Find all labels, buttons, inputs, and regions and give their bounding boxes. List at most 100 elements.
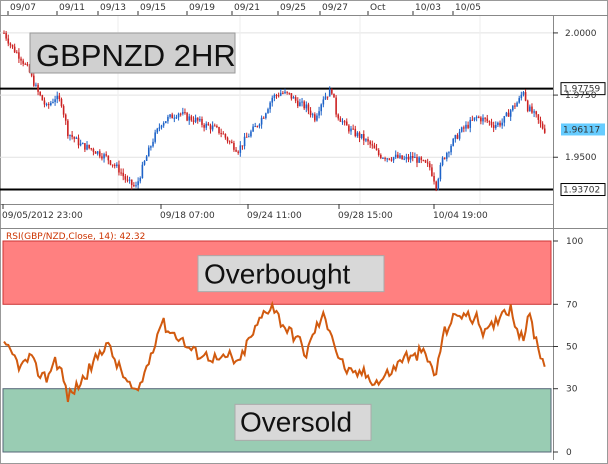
candle-body [3,32,5,34]
rsi-tick-label: 70 [566,300,578,310]
rsi-tick-label: 0 [566,448,572,458]
candle-body [522,92,525,95]
top-date-label: 09/21 [234,3,260,13]
candle-body [20,58,22,61]
candle-body [303,101,305,109]
price-tick-label: 1.9750 [565,91,597,101]
candle-body [507,112,510,117]
candle-body [277,95,280,97]
candle-body [301,101,303,103]
candle-body [311,114,314,116]
candle-body [184,112,186,114]
candle-body [43,100,46,105]
candle-body [537,114,540,120]
candle-body [456,135,459,139]
candle-body [250,131,252,137]
candle-body [490,121,493,126]
candle-body [433,176,435,182]
candle-body [18,52,20,59]
candle-body [81,143,84,145]
rsi-tick-label: 30 [566,385,578,395]
candle-body [309,110,312,115]
candle-body [418,157,420,163]
top-date-strip [1,1,607,15]
candle-body [452,138,454,146]
candle-body [73,136,76,139]
top-date-label: 09/11 [59,3,85,13]
candle-body [207,123,210,126]
candle-body [446,153,448,159]
candle-body [394,154,397,158]
candle-body [354,128,357,137]
candle-body [152,141,154,147]
candle-body [118,164,120,173]
candle-body [539,119,542,124]
candle-body [505,112,508,117]
time-label: 09/18 07:00 [160,211,215,221]
candle-body [480,117,482,122]
candle-body [411,155,414,159]
candle-body [67,120,69,137]
candle-body [220,133,222,135]
price-tick-label: 2.0000 [565,29,597,39]
candle-body [516,102,518,107]
candle-body [428,163,431,168]
candle-body [60,99,63,107]
candle-body [126,179,129,181]
candle-body [182,112,184,114]
candle-body [101,156,103,159]
top-date-label: 09/13 [100,3,126,13]
rsi-indicator-label: RSI(GBP/NZD,Close, 14): 42.32 [6,232,145,242]
candle-body [392,157,395,161]
candle-body [86,144,88,150]
candle-body [335,97,337,115]
candle-body [156,128,159,133]
candle-body [158,127,161,129]
candle-body [275,95,278,97]
candle-body [409,155,412,160]
candle-body [439,165,442,180]
current-price-box [561,123,605,136]
candle-body [128,179,131,181]
oversold-banner-box [234,403,372,441]
candle-body [333,93,335,98]
candle-body [356,132,359,137]
candle-body [339,118,342,122]
price-y-axis: 2.0000 1.9750 1.9500 [553,29,597,163]
candle-body [160,125,163,128]
candle-body [133,185,135,187]
candle-body [441,157,444,166]
candle-body [471,119,474,121]
candle-body [39,91,41,96]
top-date-label: 10/05 [455,3,481,13]
candle-body [486,118,489,122]
candle-body [120,172,122,174]
candle-body [541,123,544,129]
candle-body [420,157,423,161]
candle-body [139,177,142,182]
candle-body [192,120,195,122]
candle-body [533,111,535,113]
candle-body [186,112,188,121]
candle-body [47,104,50,106]
candle-body [388,158,391,160]
candle-body [177,113,180,118]
candle-body [360,133,363,138]
candle-body [407,156,410,160]
candle-body [377,150,380,155]
candle-body [531,106,533,113]
candle-body [62,106,65,115]
candle-body [435,181,437,189]
candle-body [45,104,48,106]
top-date-label: 09/19 [189,3,215,13]
candle-body [56,95,59,100]
candle-body [175,117,178,119]
candle-body [218,126,220,134]
candle-body [171,114,173,119]
rsi-y-axis: 100 70 50 30 0 [553,237,583,458]
candle-body [205,123,208,128]
level-label-box [560,82,606,96]
candle-body [477,116,480,118]
candle-body [543,128,546,133]
level-label: 1.97759 [563,85,600,95]
